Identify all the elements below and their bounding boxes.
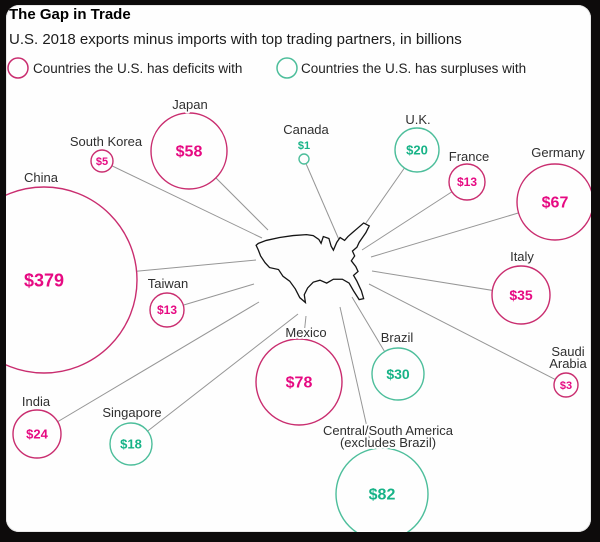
country-bubble-india <box>12 409 62 459</box>
country-value-china: $379 <box>24 270 64 290</box>
country-label-italy: Italy <box>510 249 534 264</box>
country-label-central-south-america-excludes-brazil-line1: Central/South America <box>323 423 454 438</box>
country-value-japan: $58 <box>176 144 203 161</box>
country-bubble-japan <box>150 112 228 190</box>
country-value-saudi-arabia: $3 <box>560 380 572 392</box>
country-label-saudi-arabia-line2: Arabia <box>549 356 587 371</box>
page-subtitle: U.S. 2018 exports minus imports with top… <box>9 31 462 48</box>
country-value-france: $13 <box>457 175 477 189</box>
country-label-china: China <box>24 170 59 185</box>
country-label-brazil: Brazil <box>381 330 414 345</box>
country-label-singapore: Singapore <box>102 405 161 420</box>
country-values: $379 $5 $58 $1 $20 $13 $67 $35 $3 $13 $78 $30 $24 $18… <box>24 140 572 504</box>
country-value-canada: $1 <box>298 140 310 152</box>
connector-line-saudi-arabia <box>368 283 567 386</box>
country-value-singapore: $18 <box>120 437 142 452</box>
connector-line-india <box>36 301 260 435</box>
connector-line-south-korea <box>101 160 263 239</box>
connector-line-singapore <box>130 313 299 445</box>
country-value-u-k: $20 <box>406 143 428 158</box>
country-label-germany: Germany <box>531 145 585 160</box>
country-bubble-taiwan <box>149 292 185 328</box>
country-label-france: France <box>449 149 489 164</box>
country-bubble-france <box>448 163 486 201</box>
country-value-central-south-america-excludes-brazil: $82 <box>369 487 396 504</box>
country-bubble-china <box>6 186 138 374</box>
country-value-brazil: $30 <box>386 366 410 382</box>
country-bubble-brazil <box>371 347 425 401</box>
country-label-south-korea: South Korea <box>70 134 143 149</box>
country-bubble-italy <box>491 265 551 325</box>
country-label-india: India <box>22 394 51 409</box>
country-bubble-singapore <box>109 422 153 466</box>
deficit-legend-circle-icon <box>7 57 29 79</box>
connector-line-france <box>361 181 468 251</box>
country-bubble-mexico <box>255 338 343 426</box>
country-bubble-germany <box>516 163 591 241</box>
surplus-legend-circle-icon <box>276 57 298 79</box>
legend: Countries the U.S. has deficits with Cou… <box>7 57 526 79</box>
page-title: The Gap in Trade <box>9 6 131 23</box>
country-label-saudi-arabia-line1: Saudi <box>551 344 584 359</box>
legend-deficit-label: Countries the U.S. has deficits with <box>33 61 242 76</box>
country-bubble-canada <box>298 153 310 165</box>
country-label-taiwan: Taiwan <box>148 276 188 291</box>
country-label-mexico: Mexico <box>285 325 326 340</box>
country-bubble-u-k <box>394 127 440 173</box>
country-label-japan: Japan <box>172 97 207 112</box>
country-value-taiwan: $13 <box>157 303 177 317</box>
country-value-mexico: $78 <box>286 375 313 392</box>
trade-gap-bubble-chart: The Gap in Trade U.S. 2018 exports minus… <box>6 6 591 532</box>
country-label-u-k: U.K. <box>405 112 430 127</box>
country-value-germany: $67 <box>542 195 569 212</box>
country-labels: China South Korea Japan Canada U.K. France Ger… <box>20 95 590 452</box>
country-value-italy: $35 <box>509 287 533 303</box>
country-label-central-south-america-excludes-brazil-line2: (excludes Brazil) <box>340 435 436 450</box>
connector-line-canada <box>303 158 344 250</box>
country-bubble-south-korea <box>90 149 114 173</box>
country-label-canada: Canada <box>283 122 329 137</box>
country-bubble-central-south-america-excludes-brazil <box>335 447 429 532</box>
country-bubble-saudi-arabia <box>553 372 579 398</box>
us-map-outline-icon <box>256 223 369 303</box>
chart-card: The Gap in Trade U.S. 2018 exports minus… <box>6 5 591 532</box>
country-value-south-korea: $5 <box>96 156 108 168</box>
country-bubbles <box>6 112 591 532</box>
country-value-india: $24 <box>26 427 48 442</box>
connector-lines <box>36 149 567 495</box>
legend-surplus-label: Countries the U.S. has surpluses with <box>301 61 526 76</box>
